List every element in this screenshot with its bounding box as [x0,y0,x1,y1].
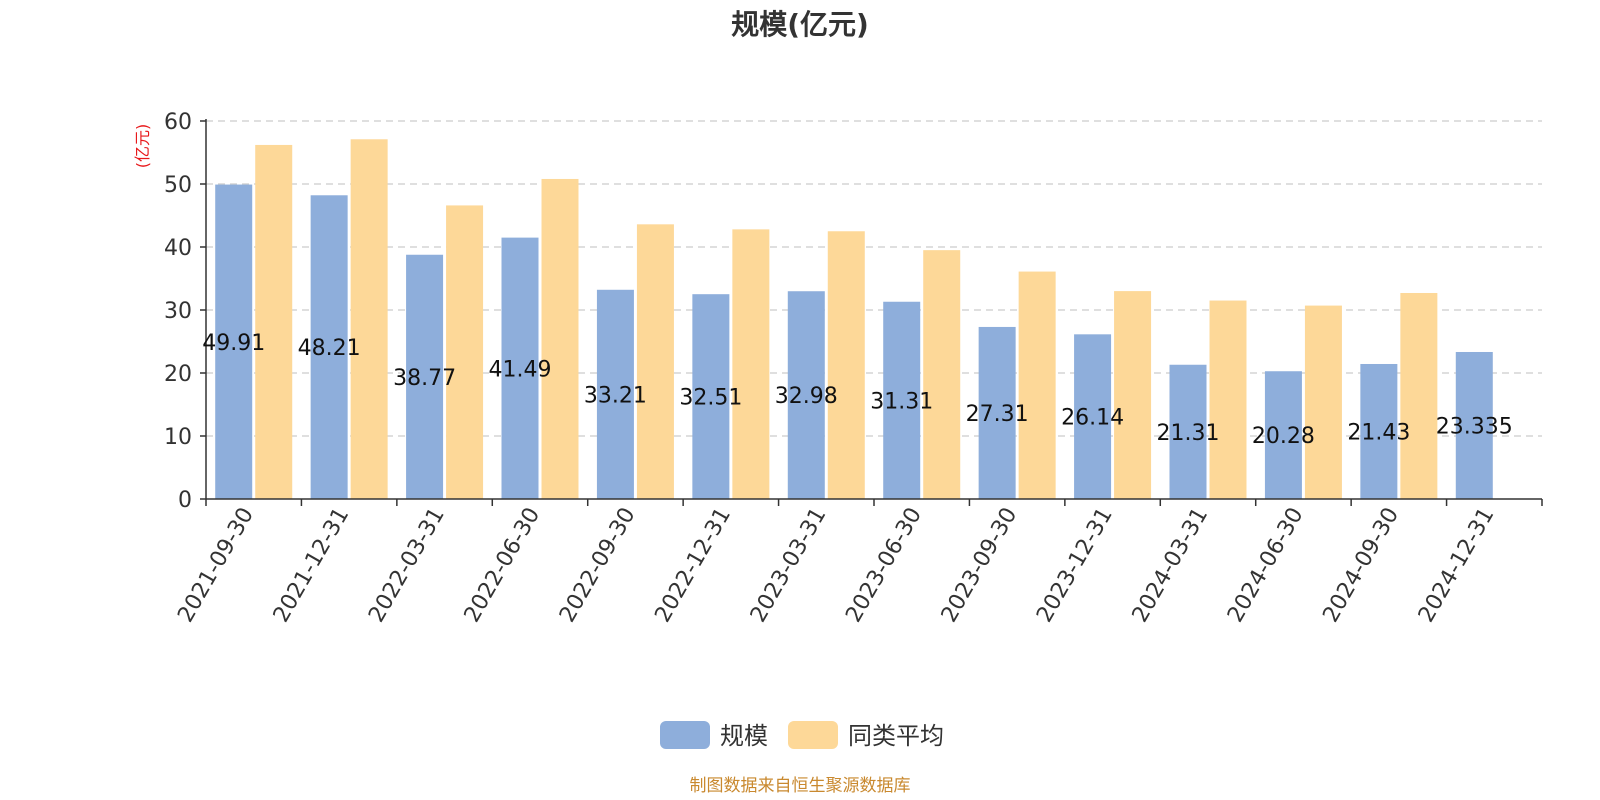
bar-peer-average [1018,271,1056,499]
bar-scale [406,254,444,499]
bar-peer-average [1209,300,1247,499]
y-tick-label: 0 [178,488,192,513]
data-label-scale: 26.14 [1061,406,1124,431]
x-tick-label: 2023-06-30 [841,504,927,627]
data-label-scale: 20.28 [1252,424,1315,449]
bar-peer-average [1114,291,1152,499]
y-tick-label: 30 [164,299,192,324]
x-tick-label: 2021-09-30 [173,504,259,627]
x-ticks: 2021-09-30 2021-12-31 2022-03-31 2022-06-30… [173,499,1543,627]
data-labels: 49.91 48.21 38.77 41.49 33.21 32.51 32.98 31.31… [202,331,1513,449]
bar-peer-average [255,144,293,499]
bar-peer-average [923,250,961,499]
bar-scale [1264,371,1302,499]
x-tick-label: 2024-09-30 [1318,504,1404,627]
legend-swatch-scale[interactable] [660,721,710,749]
bar-scale [883,301,921,499]
x-tick-label: 2024-06-30 [1223,504,1309,627]
chart-title: 规模(亿元) [731,8,869,41]
bar-scale [215,184,253,499]
x-tick-label: 2022-09-30 [555,504,641,627]
bar-scale [1360,363,1398,499]
x-tick-label: 2022-06-30 [460,504,546,627]
x-tick-label: 2022-03-31 [364,503,450,626]
bars-layer [215,139,1493,500]
data-label-scale: 32.51 [679,386,742,411]
data-label-scale: 49.91 [202,331,265,356]
bar-scale [1455,351,1493,499]
y-ticks: 0 10 20 30 40 50 60 [164,110,206,513]
y-tick-label: 10 [164,425,192,450]
legend[interactable]: 规模 同类平均 [660,721,944,750]
y-tick-label: 40 [164,236,192,261]
source-note: 制图数据来自恒生聚源数据库 [690,776,911,796]
data-label-scale: 48.21 [298,336,361,361]
y-tick-label: 20 [164,362,192,387]
x-tick-label: 2022-12-31 [650,504,736,627]
data-label-scale: 27.31 [966,402,1029,427]
legend-swatch-peer-average[interactable] [788,721,838,749]
legend-label-scale[interactable]: 规模 [720,722,768,750]
bar-scale [596,289,634,499]
y-axis-label: (亿元) [133,124,152,169]
x-tick-label: 2021-12-31 [269,504,355,627]
legend-label-peer-average[interactable]: 同类平均 [848,722,944,750]
bar-scale [787,291,825,499]
bar-scale [1074,334,1112,499]
data-label-scale: 38.77 [393,366,456,391]
y-tick-label: 60 [164,110,192,135]
x-tick-label: 2023-03-31 [746,504,832,627]
bar-scale [501,237,539,499]
data-label-scale: 21.31 [1157,421,1220,446]
data-label-scale: 31.31 [870,389,933,414]
data-label-scale: 21.43 [1347,420,1410,445]
bar-peer-average [827,231,865,499]
bar-scale [1169,364,1207,499]
data-label-scale: 32.98 [775,384,838,409]
bar-scale [692,294,730,499]
bar-peer-average [636,224,674,499]
x-tick-label: 2024-03-31 [1128,504,1214,627]
data-label-scale: 33.21 [584,383,647,408]
y-tick-label: 50 [164,173,192,198]
bar-scale [978,326,1016,499]
bar-peer-average [446,205,484,500]
x-tick-label: 2024-12-31 [1414,504,1500,627]
x-tick-label: 2023-09-30 [937,503,1023,626]
bar-peer-average [1304,305,1342,499]
bar-peer-average [732,229,770,500]
x-tick-label: 2023-12-31 [1032,504,1118,627]
bar-peer-average [350,139,388,499]
bar-peer-average [1400,292,1438,499]
data-label-scale: 23.335 [1436,414,1513,439]
bar-scale [310,195,348,500]
bar-peer-average [541,178,579,499]
data-label-scale: 41.49 [489,357,552,382]
